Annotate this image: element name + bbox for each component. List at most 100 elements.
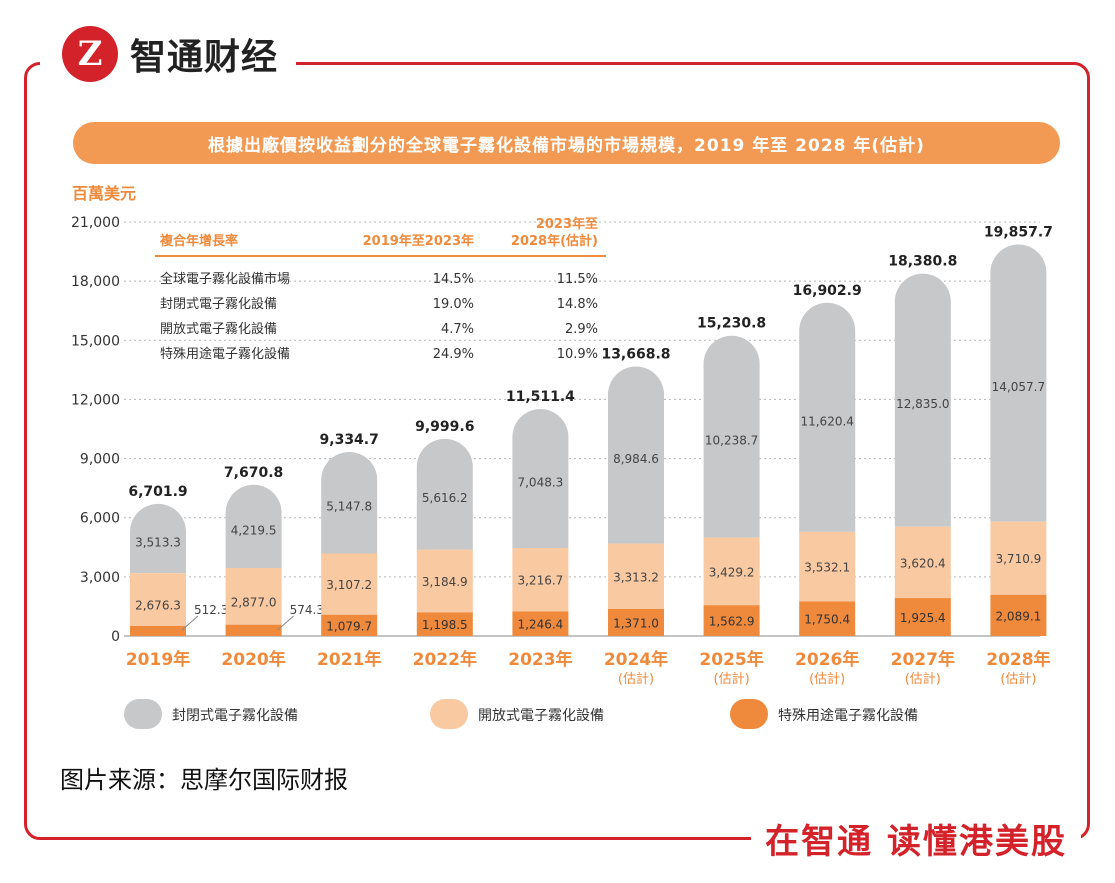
image-source: 图片来源：思摩尔国际财报 xyxy=(60,766,348,794)
data-label-open: 3,313.2 xyxy=(613,570,659,584)
data-label-special: 1,079.7 xyxy=(326,619,372,633)
chart-title: 根據出廠價按收益劃分的全球電子霧化設備市場的市場規模，2019 年至 2028 … xyxy=(73,122,1060,164)
bar-segment-open xyxy=(799,531,856,602)
cagr-row-value: 19.0% xyxy=(433,297,474,312)
data-label-special: 1,925.4 xyxy=(900,611,946,625)
data-label-special: 1,198.5 xyxy=(422,618,468,632)
y-tick-label: 18,000 xyxy=(71,274,120,290)
data-label-open: 2,877.0 xyxy=(231,595,277,609)
data-label-special: 574.3 xyxy=(290,603,324,617)
bar-segment-open xyxy=(608,543,664,609)
data-label-open: 3,107.2 xyxy=(326,578,372,592)
data-label-special: 2,089.1 xyxy=(995,609,1041,623)
total-label: 11,511.4 xyxy=(506,389,575,405)
data-label-open: 2,676.3 xyxy=(135,599,181,613)
y-tick-label: 9,000 xyxy=(80,452,120,468)
bar-segment-special xyxy=(703,605,760,636)
y-tick-label: 6,000 xyxy=(80,511,120,527)
cagr-row-value: 14.5% xyxy=(433,272,474,287)
bar-segment-closed xyxy=(225,484,282,568)
x-tick-label: 2023年 xyxy=(508,649,572,670)
cagr-row-value: 4.7% xyxy=(441,322,474,337)
y-tick-label: 0 xyxy=(111,629,120,645)
legend-swatch xyxy=(730,699,768,729)
data-label-closed: 3,513.3 xyxy=(135,536,181,550)
leader-line xyxy=(181,615,199,631)
estimate-label: (估計) xyxy=(1000,671,1036,687)
x-tick-label: 2025年 xyxy=(699,649,763,670)
bar-segment-special xyxy=(512,611,569,636)
x-tick-label: 2021年 xyxy=(317,649,381,670)
total-label: 18,380.8 xyxy=(888,254,957,270)
cagr-row-label: 封閉式電子霧化設備 xyxy=(160,296,277,312)
data-label-closed: 4,219.5 xyxy=(231,523,277,537)
data-label-special: 1,562.9 xyxy=(709,615,755,629)
bar-segment-closed xyxy=(608,366,664,544)
data-label-closed: 5,616.2 xyxy=(422,491,468,505)
estimate-label: (估計) xyxy=(905,671,941,687)
cagr-row-value: 14.8% xyxy=(557,297,598,312)
bar-segment-special xyxy=(130,625,186,636)
x-tick-label: 2020年 xyxy=(221,649,285,670)
data-label-open: 3,620.4 xyxy=(900,556,946,570)
data-label-closed: 14,057.7 xyxy=(992,380,1045,394)
data-label-special: 1,750.4 xyxy=(804,613,850,627)
content-frame xyxy=(24,62,1090,840)
cagr-row-value: 2.9% xyxy=(565,322,598,337)
estimate-label: (估計) xyxy=(618,671,654,687)
bar-segment-open xyxy=(703,537,760,606)
data-label-closed: 8,984.6 xyxy=(613,452,659,466)
y-tick-label: 12,000 xyxy=(71,392,120,408)
cagr-row-value: 11.5% xyxy=(557,272,598,287)
estimate-label: (估計) xyxy=(714,671,750,687)
cagr-header: 2028年(估計) xyxy=(511,233,598,249)
bar-segment-open xyxy=(894,526,951,599)
total-label: 6,701.9 xyxy=(128,484,187,500)
y-axis-unit: 百萬美元 xyxy=(72,184,137,203)
data-label-closed: 5,147.8 xyxy=(326,500,372,514)
bar-segment-closed xyxy=(416,438,473,550)
bar-segment-special xyxy=(990,594,1047,636)
estimate-label: (估計) xyxy=(809,671,845,687)
total-label: 15,230.8 xyxy=(697,316,766,332)
cagr-header: 2019年至2023年 xyxy=(363,233,474,249)
x-tick-label: 2024年 xyxy=(604,649,668,670)
brand-logo: Z 智通财经 xyxy=(40,14,297,94)
legend-swatch xyxy=(430,699,468,729)
data-label-closed: 12,835.0 xyxy=(896,397,949,411)
y-tick-label: 21,000 xyxy=(71,215,120,231)
bar-segment-open xyxy=(130,573,186,626)
bar-segment-closed xyxy=(703,335,760,538)
bar-segment-special xyxy=(416,612,473,636)
bar-segment-open xyxy=(225,567,282,625)
bar-segment-closed xyxy=(894,273,951,527)
bar-segment-open xyxy=(990,521,1047,595)
data-label-open: 3,216.7 xyxy=(517,574,563,588)
bar-segment-closed xyxy=(321,451,378,554)
data-label-special: 1,371.0 xyxy=(613,616,659,630)
bar-segment-open xyxy=(416,549,473,613)
bar-segment-closed xyxy=(990,244,1047,522)
bar-segment-open xyxy=(512,548,569,612)
x-tick-label: 2022年 xyxy=(413,649,477,670)
total-label: 13,668.8 xyxy=(601,347,670,363)
data-label-closed: 11,620.4 xyxy=(800,414,853,428)
cagr-header: 複合年增長率 xyxy=(159,233,238,249)
cagr-row-label: 開放式電子霧化設備 xyxy=(160,321,277,337)
total-label: 16,902.9 xyxy=(793,283,862,299)
data-label-open: 3,184.9 xyxy=(422,575,468,589)
bar-segment-open xyxy=(321,553,378,615)
data-label-open: 3,429.2 xyxy=(709,565,755,579)
cagr-header: 2023年至 xyxy=(536,216,598,232)
brand-name: 智通财经 xyxy=(130,37,279,78)
bar-segment-closed xyxy=(130,503,186,574)
data-label-closed: 10,238.7 xyxy=(705,434,758,448)
y-tick-label: 15,000 xyxy=(71,333,120,349)
cagr-row-value: 24.9% xyxy=(433,347,474,362)
y-tick-label: 3,000 xyxy=(80,570,120,586)
slogan: 在智通 读懂港美股 xyxy=(751,814,1081,863)
total-label: 19,857.7 xyxy=(984,225,1053,241)
data-label-special: 1,246.4 xyxy=(517,618,563,632)
legend-label: 特殊用途電子霧化設備 xyxy=(778,707,918,724)
data-label-open: 3,710.9 xyxy=(995,552,1041,566)
